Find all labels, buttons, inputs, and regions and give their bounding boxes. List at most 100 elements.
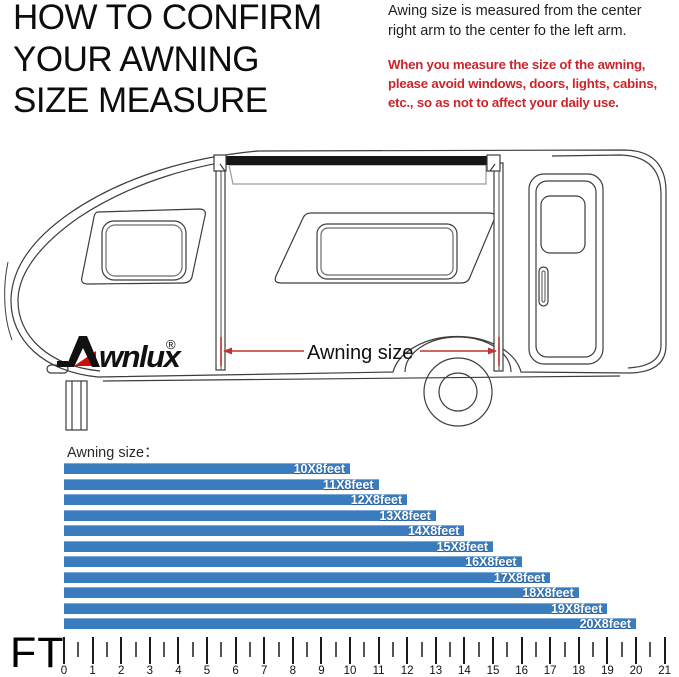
tick-label-0: 0 [60,665,68,677]
major-tick-8 [291,637,294,664]
tick-label-5: 5 [203,665,211,677]
tick-label-17: 17 [543,665,557,677]
tick-label-21: 21 [658,665,671,677]
tick-label-20: 20 [629,665,643,677]
minor-tick-3.5 [163,642,166,657]
tick-label-1: 1 [89,665,96,677]
registered-mark: ® [166,337,176,352]
major-tick-19 [606,637,609,664]
bar-18X8feet: 18X8feet [64,586,579,600]
tick-label-8: 8 [289,665,296,677]
minor-tick-11.5 [391,642,394,657]
caravan-bottom-skirt-line [102,375,621,382]
major-tick-0 [63,637,65,664]
major-tick-15 [492,637,494,664]
minor-tick-15.5 [506,642,509,657]
door-handle [538,266,549,307]
major-tick-17 [549,637,552,664]
axis-unit-label: FT [10,629,65,677]
minor-tick-7.5 [277,642,280,657]
tick-label-2: 2 [117,665,125,677]
awning-assembly [213,154,504,372]
tick-label-19: 19 [600,665,614,677]
page-title-line-2: YOUR AWNING [13,39,260,79]
brand-logo-text: wnlux [99,339,183,374]
measure-note: Awing size is measured from the center r… [388,3,642,39]
tick-label-9: 9 [318,665,325,677]
tick-label-13: 13 [429,665,443,677]
bar-14X8feet: 14X8feet [64,524,465,538]
awning-bracket-left [213,154,227,172]
axis-ruler: 0 1 2 3 4 5 6 7 8 9 10 11 12 13 14 15 16 17 18 19 20 21 [61,637,674,677]
bar-20X8feet: 20X8feet [64,618,636,630]
tick-label-16: 16 [515,665,528,677]
tick-label-15: 15 [486,665,500,677]
tick-label-11: 11 [372,665,385,677]
caravan-body-group: Awning size wnlux ® [4,149,667,431]
door-window [540,195,586,254]
minor-tick-9.5 [334,642,337,657]
tick-label-14: 14 [457,665,471,677]
minor-tick-5.5 [220,642,223,657]
page-title-line-1: HOW TO CONFIRM [13,0,322,37]
caravan-rear-inner-line [551,154,662,369]
bar-label: 11X8feet [322,477,374,492]
minor-tick-13.5 [449,642,452,657]
fender-inner-arc [404,336,512,373]
measure-warning: When you measure the size of the awning,… [388,57,657,110]
wheel [404,336,512,427]
major-tick-10 [349,637,351,664]
minor-tick-2.5 [134,642,137,657]
tick-label-3: 3 [146,665,153,677]
bar-16X8feet: 16X8feet [64,555,522,569]
bar-label: 16X8feet [465,555,517,569]
major-tick-7 [263,637,266,664]
tick-label-18: 18 [572,665,586,677]
bar-label: 13X8feet [379,508,431,523]
minor-tick-10.5 [363,642,366,657]
major-tick-18 [577,637,580,664]
major-tick-14 [463,637,466,664]
minor-tick-6.5 [248,642,251,657]
minor-tick-19.5 [620,642,623,657]
major-tick-11 [377,637,380,664]
minor-tick-0.5 [77,642,80,657]
major-tick-3 [148,637,151,664]
major-tick-16 [520,637,523,664]
major-tick-1 [91,637,94,664]
major-tick-21 [663,637,666,664]
awning-size-measure-line [220,337,500,366]
tick-label-6: 6 [232,665,239,677]
minor-tick-16.5 [534,642,537,657]
brand-logo-a-mark [66,336,100,367]
major-tick-13 [434,637,437,664]
bar-label: 19X8feet [550,601,603,616]
minor-tick-4.5 [191,642,194,657]
caravan-diagram: Awning size wnlux ® [4,149,667,431]
front-window [81,208,206,285]
tick-label-12: 12 [400,665,414,677]
tow-hitch [46,364,88,431]
major-tick-6 [234,637,237,664]
bar-19X8feet: 19X8feet [64,601,608,616]
jockey-wheel-post [65,380,88,431]
bar-11X8feet: 11X8feet [64,477,379,492]
major-tick-2 [120,637,123,664]
awning-bracket-right [486,154,501,172]
bar-15X8feet: 15X8feet [64,540,493,553]
bar-label: 18X8feet [522,586,574,600]
tick-label-4: 4 [175,665,182,677]
bar-label: 14X8feet [407,524,460,538]
brand-logo: wnlux ® [57,336,184,374]
caravan-front-inner-line [17,156,263,372]
caravan-door [528,173,604,365]
chart-title: Awning size： [67,445,159,461]
awning-size-label: Awning size [307,342,413,364]
awning-roller-bar [220,156,494,165]
tick-label-10: 10 [343,665,357,677]
bar-label: 12X8feet [350,493,403,507]
minor-tick-8.5 [306,642,309,657]
minor-tick-1.5 [105,642,108,657]
minor-tick-17.5 [563,642,566,657]
